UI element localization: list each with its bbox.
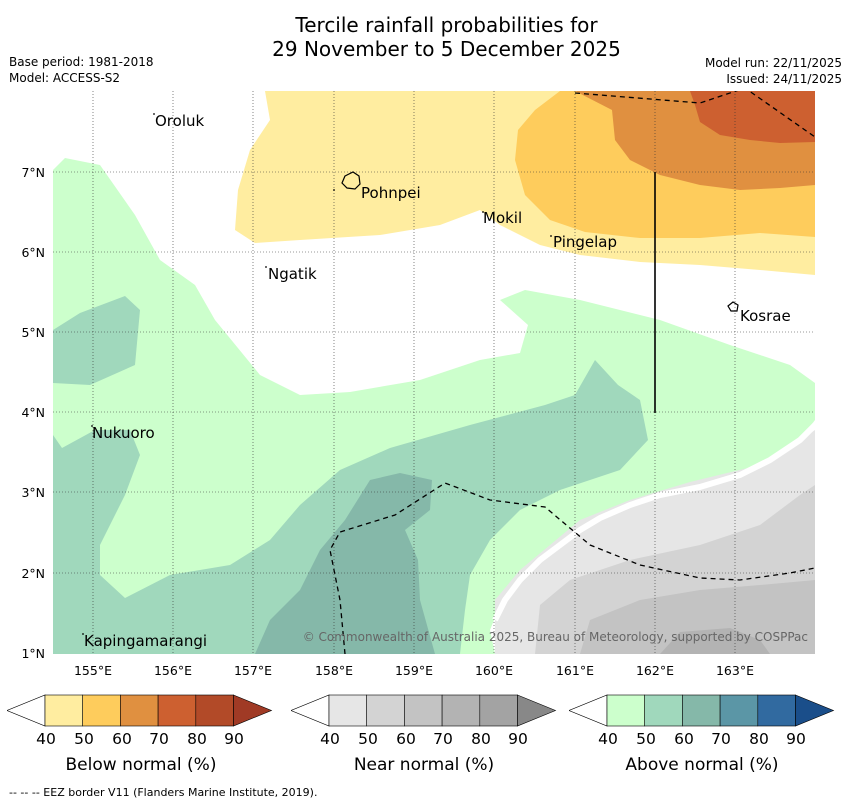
tick-label: 60 <box>112 730 132 748</box>
kosrae-island-shape <box>727 301 739 312</box>
lon-label: 163°E <box>716 663 754 678</box>
near-colorbar-segment <box>366 694 405 727</box>
place-label-oroluk: Oroluk <box>155 112 204 130</box>
lon-label: 161°E <box>556 663 594 678</box>
place-label-nukuoro: Nukuoro <box>92 424 155 442</box>
latitude-labels: 7°N 6°N 5°N 4°N 3°N 2°N 1°N <box>21 165 45 661</box>
title-line-1: Tercile rainfall probabilities for <box>295 13 598 37</box>
lat-label: 4°N <box>21 405 45 420</box>
atoll-dots <box>82 113 552 635</box>
tick-label: 70 <box>149 730 169 748</box>
above-colorbar-segment <box>644 694 683 727</box>
title-line-2: 29 November to 5 December 2025 <box>272 37 621 61</box>
model-name: Model: ACCESS-S2 <box>9 71 121 85</box>
lon-label: 156°E <box>154 663 192 678</box>
legend-label-near: Near normal (%) <box>353 755 495 775</box>
place-label-pingelap: Pingelap <box>553 233 617 251</box>
lon-label: 157°E <box>234 663 272 678</box>
tick-label: 50 <box>636 730 656 748</box>
above-colorbar-max-arrow <box>795 694 835 727</box>
eez-border <box>329 91 815 654</box>
tick-label: 80 <box>471 730 491 748</box>
issued-date: Issued: 24/11/2025 <box>726 72 842 86</box>
tick-label: 40 <box>36 730 56 748</box>
eez-note: -- -- -- EEZ border V11 (Flanders Marine… <box>9 786 318 799</box>
lat-label: 7°N <box>21 165 45 180</box>
lat-label: 2°N <box>21 566 45 581</box>
pohnpei-island-shape <box>341 171 361 190</box>
model-run: Model run: 22/11/2025 <box>704 56 842 70</box>
colorbar-below-normal <box>7 694 273 727</box>
tick-label: 60 <box>674 730 694 748</box>
near-colorbar-segment <box>328 694 368 727</box>
below-colorbar-segment <box>120 694 159 727</box>
near-colorbar-segment <box>441 694 481 727</box>
below-colorbar-segment <box>157 694 197 727</box>
forecast-map: Oroluk Pohnpei Mokil Pingelap Ngatik Kos… <box>21 91 815 678</box>
near-normal-60-area <box>580 580 815 654</box>
place-label-ngatik: Ngatik <box>268 265 317 283</box>
lon-label: 162°E <box>636 663 674 678</box>
near-normal-70-area <box>660 628 770 654</box>
tick-label: 70 <box>433 730 453 748</box>
above-colorbar-segment <box>719 694 759 727</box>
base-period: Base period: 1981-2018 <box>9 55 154 69</box>
near-colorbar-max-arrow <box>517 694 557 727</box>
lon-label: 160°E <box>475 663 513 678</box>
tick-label: 40 <box>598 730 618 748</box>
near-colorbar-min-arrow <box>291 694 330 727</box>
lon-label: 158°E <box>315 663 353 678</box>
lon-label: 155°E <box>74 663 112 678</box>
legend-label-above: Above normal (%) <box>625 755 779 775</box>
below-colorbar-segment <box>82 694 121 727</box>
tick-label: 60 <box>396 730 416 748</box>
tick-label: 90 <box>224 730 244 748</box>
below-colorbar-min-arrow <box>7 694 46 727</box>
above-colorbar-segment <box>682 694 721 727</box>
tick-label: 90 <box>786 730 806 748</box>
above-normal-60-area <box>53 296 140 385</box>
place-label-pohnpei: Pohnpei <box>361 184 421 202</box>
place-label-kosrae: Kosrae <box>740 307 791 325</box>
lat-label: 6°N <box>21 245 45 260</box>
longitude-labels: 155°E 156°E 157°E 158°E 159°E 160°E 161°… <box>74 663 754 678</box>
above-colorbar-min-arrow <box>569 694 608 727</box>
legend-label-below: Below normal (%) <box>65 755 217 775</box>
above-colorbar-segment <box>757 694 796 727</box>
tick-label: 90 <box>508 730 528 748</box>
tick-label: 80 <box>187 730 207 748</box>
tick-label: 40 <box>320 730 340 748</box>
tick-label: 50 <box>74 730 94 748</box>
above-normal-70-area <box>255 473 435 654</box>
near-colorbar-segment <box>404 694 443 727</box>
above-normal-60-area-south <box>53 360 648 654</box>
lat-label: 5°N <box>21 325 45 340</box>
lat-label: 1°N <box>21 646 45 661</box>
below-colorbar-segment <box>44 694 84 727</box>
below-colorbar-segment <box>195 694 234 727</box>
near-normal-boundary-edge <box>492 422 815 622</box>
below-colorbar-max-arrow <box>233 694 273 727</box>
above-normal-50-area <box>53 158 815 654</box>
lon-label: 159°E <box>395 663 433 678</box>
near-colorbar-segment <box>479 694 518 727</box>
tick-label: 80 <box>749 730 769 748</box>
colorbar-near-normal <box>291 694 557 727</box>
copyright-note: © Commonwealth of Australia 2025, Bureau… <box>303 630 808 644</box>
place-label-kapingamarangi: Kapingamarangi <box>84 632 207 650</box>
below-normal-80-area <box>690 91 815 143</box>
colorbar-above-normal <box>569 694 835 727</box>
tick-label: 70 <box>711 730 731 748</box>
place-label-mokil: Mokil <box>483 209 522 227</box>
lat-label: 3°N <box>21 485 45 500</box>
tick-label: 50 <box>358 730 378 748</box>
above-colorbar-segment <box>606 694 646 727</box>
